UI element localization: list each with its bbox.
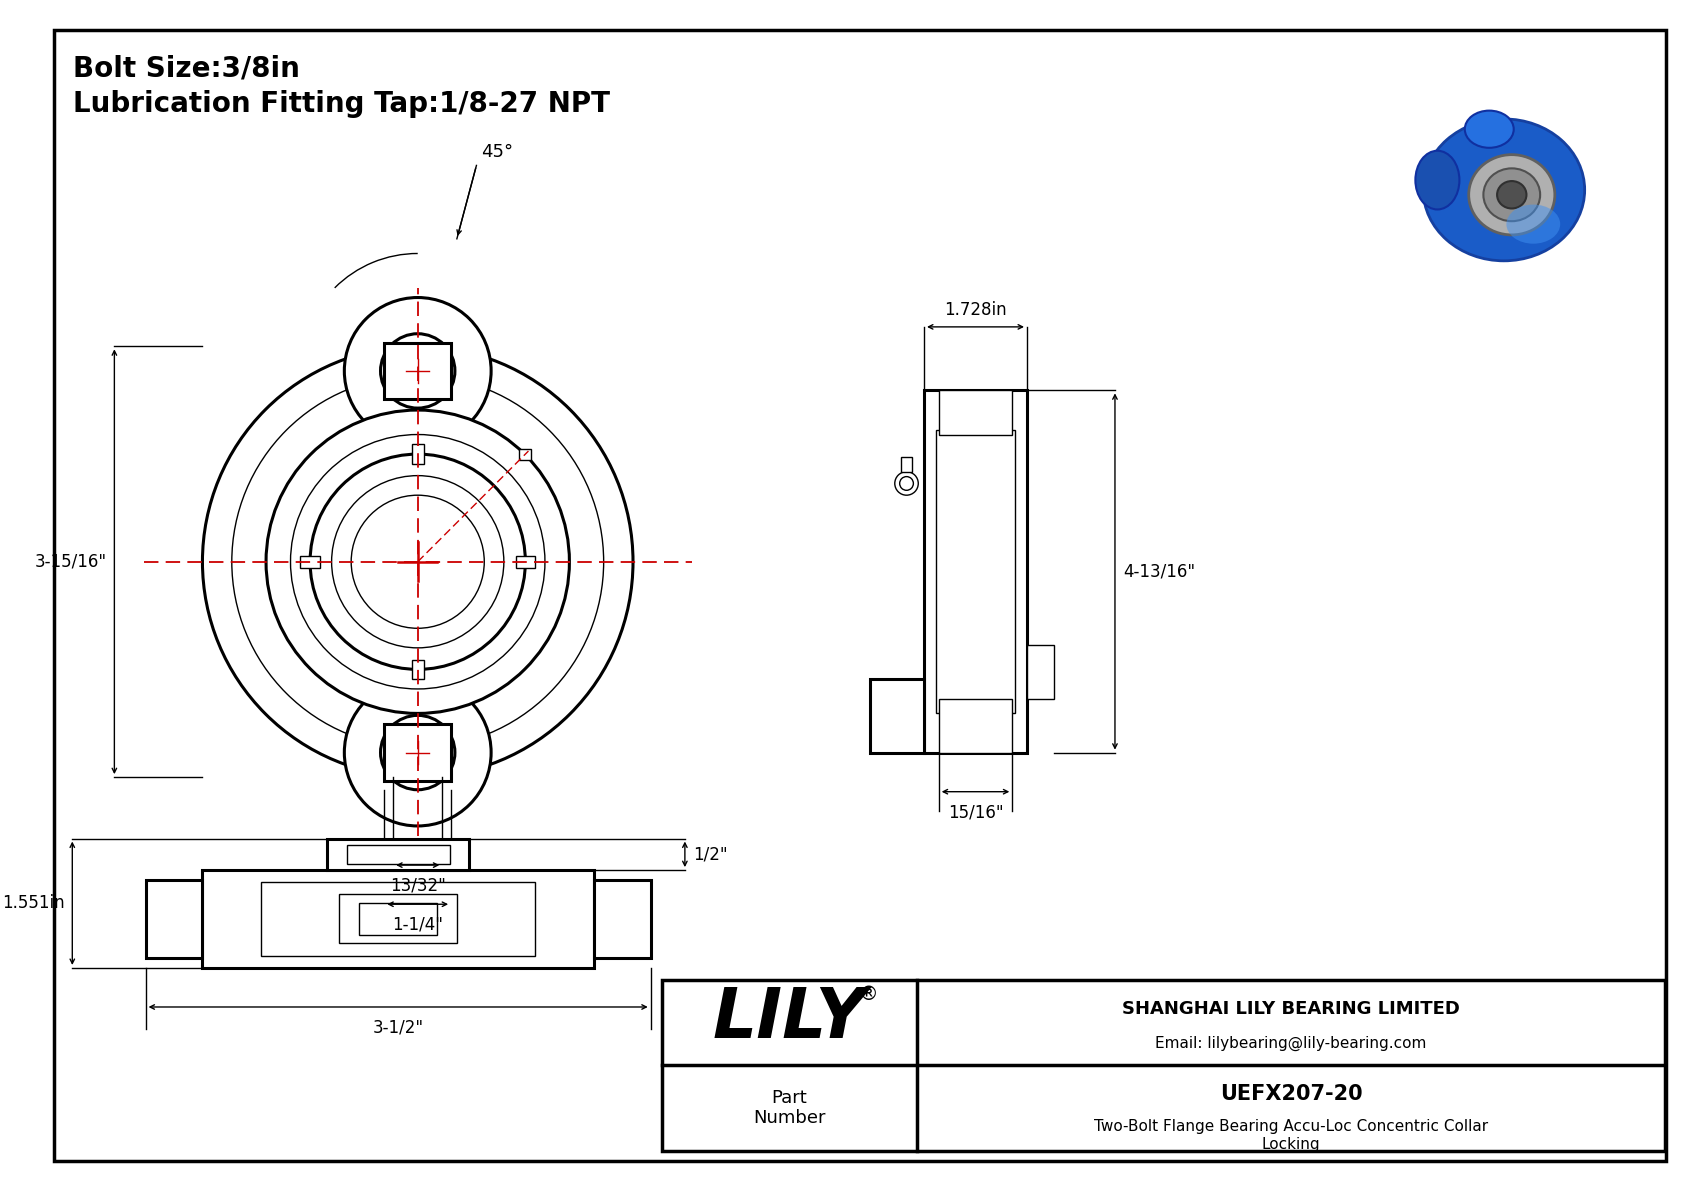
Bar xyxy=(925,391,1027,753)
Circle shape xyxy=(381,716,455,790)
Bar xyxy=(359,903,438,935)
Text: 3-15/16": 3-15/16" xyxy=(34,553,106,570)
Text: Part
Number: Part Number xyxy=(753,1089,825,1128)
Bar xyxy=(938,699,1012,753)
Text: 45°: 45° xyxy=(482,143,514,161)
Text: 1.551in: 1.551in xyxy=(2,894,64,912)
Bar xyxy=(515,556,536,568)
Bar xyxy=(901,457,913,472)
Bar xyxy=(938,391,1012,435)
Circle shape xyxy=(266,410,569,713)
Circle shape xyxy=(344,679,492,825)
Ellipse shape xyxy=(1484,168,1541,222)
Circle shape xyxy=(381,333,455,409)
Text: Bolt Size:3/8in: Bolt Size:3/8in xyxy=(74,55,300,83)
Bar xyxy=(300,556,320,568)
Circle shape xyxy=(894,472,918,495)
Bar xyxy=(340,894,456,943)
Bar xyxy=(413,660,424,679)
Circle shape xyxy=(202,347,633,777)
Text: Lubrication Fitting Tap:1/8-27 NPT: Lubrication Fitting Tap:1/8-27 NPT xyxy=(74,91,610,118)
Text: 1/2": 1/2" xyxy=(692,846,727,863)
Text: Two-Bolt Flange Bearing Accu-Loc Concentric Collar
Locking: Two-Bolt Flange Bearing Accu-Loc Concent… xyxy=(1095,1120,1489,1152)
Bar xyxy=(1027,644,1054,699)
Circle shape xyxy=(232,376,603,748)
Bar xyxy=(384,343,451,399)
Bar xyxy=(327,838,470,869)
Bar xyxy=(519,449,530,461)
Bar xyxy=(202,869,594,968)
Bar xyxy=(384,724,451,781)
Bar xyxy=(662,979,1665,1151)
Ellipse shape xyxy=(1415,151,1460,210)
Ellipse shape xyxy=(1468,155,1554,235)
Bar xyxy=(147,880,202,958)
Circle shape xyxy=(291,435,546,688)
Text: Email: lilybearing@lily-bearing.com: Email: lilybearing@lily-bearing.com xyxy=(1155,1035,1426,1050)
Circle shape xyxy=(394,728,443,777)
Text: 3-1/2": 3-1/2" xyxy=(372,1018,424,1036)
Text: SHANGHAI LILY BEARING LIMITED: SHANGHAI LILY BEARING LIMITED xyxy=(1122,999,1460,1017)
Text: 13/32": 13/32" xyxy=(389,877,446,894)
Text: ®: ® xyxy=(859,985,877,1004)
Bar xyxy=(936,430,1015,713)
Circle shape xyxy=(344,298,492,444)
Bar xyxy=(594,880,650,958)
Ellipse shape xyxy=(1507,205,1559,244)
Bar xyxy=(347,844,450,865)
Ellipse shape xyxy=(1497,181,1526,208)
Text: 15/16": 15/16" xyxy=(948,804,1004,822)
Text: UEFX207-20: UEFX207-20 xyxy=(1219,1084,1362,1104)
Bar xyxy=(413,444,424,463)
Circle shape xyxy=(899,476,913,491)
Text: 4-13/16": 4-13/16" xyxy=(1123,562,1196,580)
Bar xyxy=(871,679,925,753)
Circle shape xyxy=(394,347,443,395)
Text: 1-1/4": 1-1/4" xyxy=(392,916,443,934)
Text: 1.728in: 1.728in xyxy=(945,301,1007,319)
Ellipse shape xyxy=(1465,111,1514,148)
Text: LILY: LILY xyxy=(712,985,867,1053)
Circle shape xyxy=(352,495,485,629)
Circle shape xyxy=(310,454,525,669)
Ellipse shape xyxy=(1423,119,1585,261)
Bar xyxy=(261,883,536,955)
Circle shape xyxy=(332,475,504,648)
